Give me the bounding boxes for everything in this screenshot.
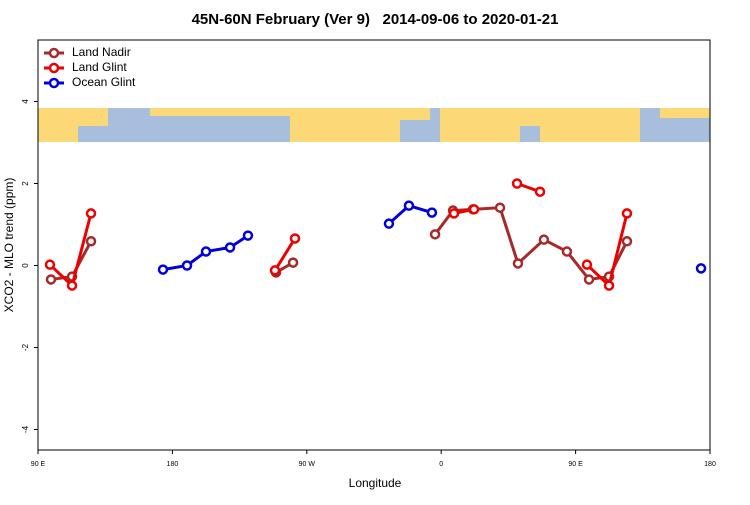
point (621, 236, 633, 247)
y-tick-label: -2 (21, 343, 30, 351)
point (181, 260, 193, 271)
x-tick-label: 180 (167, 461, 179, 468)
point (383, 218, 395, 229)
y-tick-label: 4 (21, 99, 30, 104)
point (157, 264, 169, 275)
point (494, 202, 506, 213)
x-tick-label: 90 W (299, 461, 316, 468)
point (429, 229, 441, 240)
y-axis-label: XCO2 - MLO trend (ppm) (2, 178, 16, 313)
point (512, 258, 524, 269)
point (85, 236, 97, 247)
map-strip (38, 108, 710, 142)
point (695, 263, 707, 274)
point (66, 280, 78, 291)
y-tick-label: -4 (21, 425, 30, 433)
plot-frame (37, 39, 711, 451)
point (426, 207, 438, 218)
x-tick-label: 0 (439, 461, 443, 468)
y-tick-label: 0 (21, 263, 30, 268)
point (242, 230, 254, 241)
point (621, 208, 633, 219)
point (534, 186, 546, 197)
point (468, 204, 480, 215)
point (583, 274, 595, 285)
point (581, 259, 593, 270)
point (44, 259, 56, 270)
point (269, 265, 281, 276)
point (45, 274, 57, 285)
point (538, 234, 550, 245)
point (448, 208, 460, 219)
series-line (48, 182, 629, 289)
x-tick-label: 90 E (31, 461, 46, 468)
legend-marker (48, 62, 60, 74)
point (224, 242, 236, 253)
y-tick-label: 2 (21, 181, 30, 186)
chart-title: 45N-60N February (Ver 9) 2014-09-06 to 2… (192, 11, 559, 28)
x-axis-label: Longitude (349, 476, 402, 490)
x-tick-label: 180 (704, 461, 716, 468)
point (403, 200, 415, 211)
point (289, 233, 301, 244)
legend-marker (48, 47, 60, 59)
point (200, 246, 212, 257)
point (511, 178, 523, 189)
legend-marker (48, 77, 60, 89)
point (287, 257, 299, 268)
point (561, 246, 573, 257)
legend-label: Land Glint (72, 60, 127, 74)
point (85, 208, 97, 219)
x-tick-label: 90 E (568, 461, 583, 468)
point (603, 280, 615, 291)
legend-label: Land Nadir (72, 45, 131, 59)
legend-label: Ocean Glint (72, 75, 136, 89)
